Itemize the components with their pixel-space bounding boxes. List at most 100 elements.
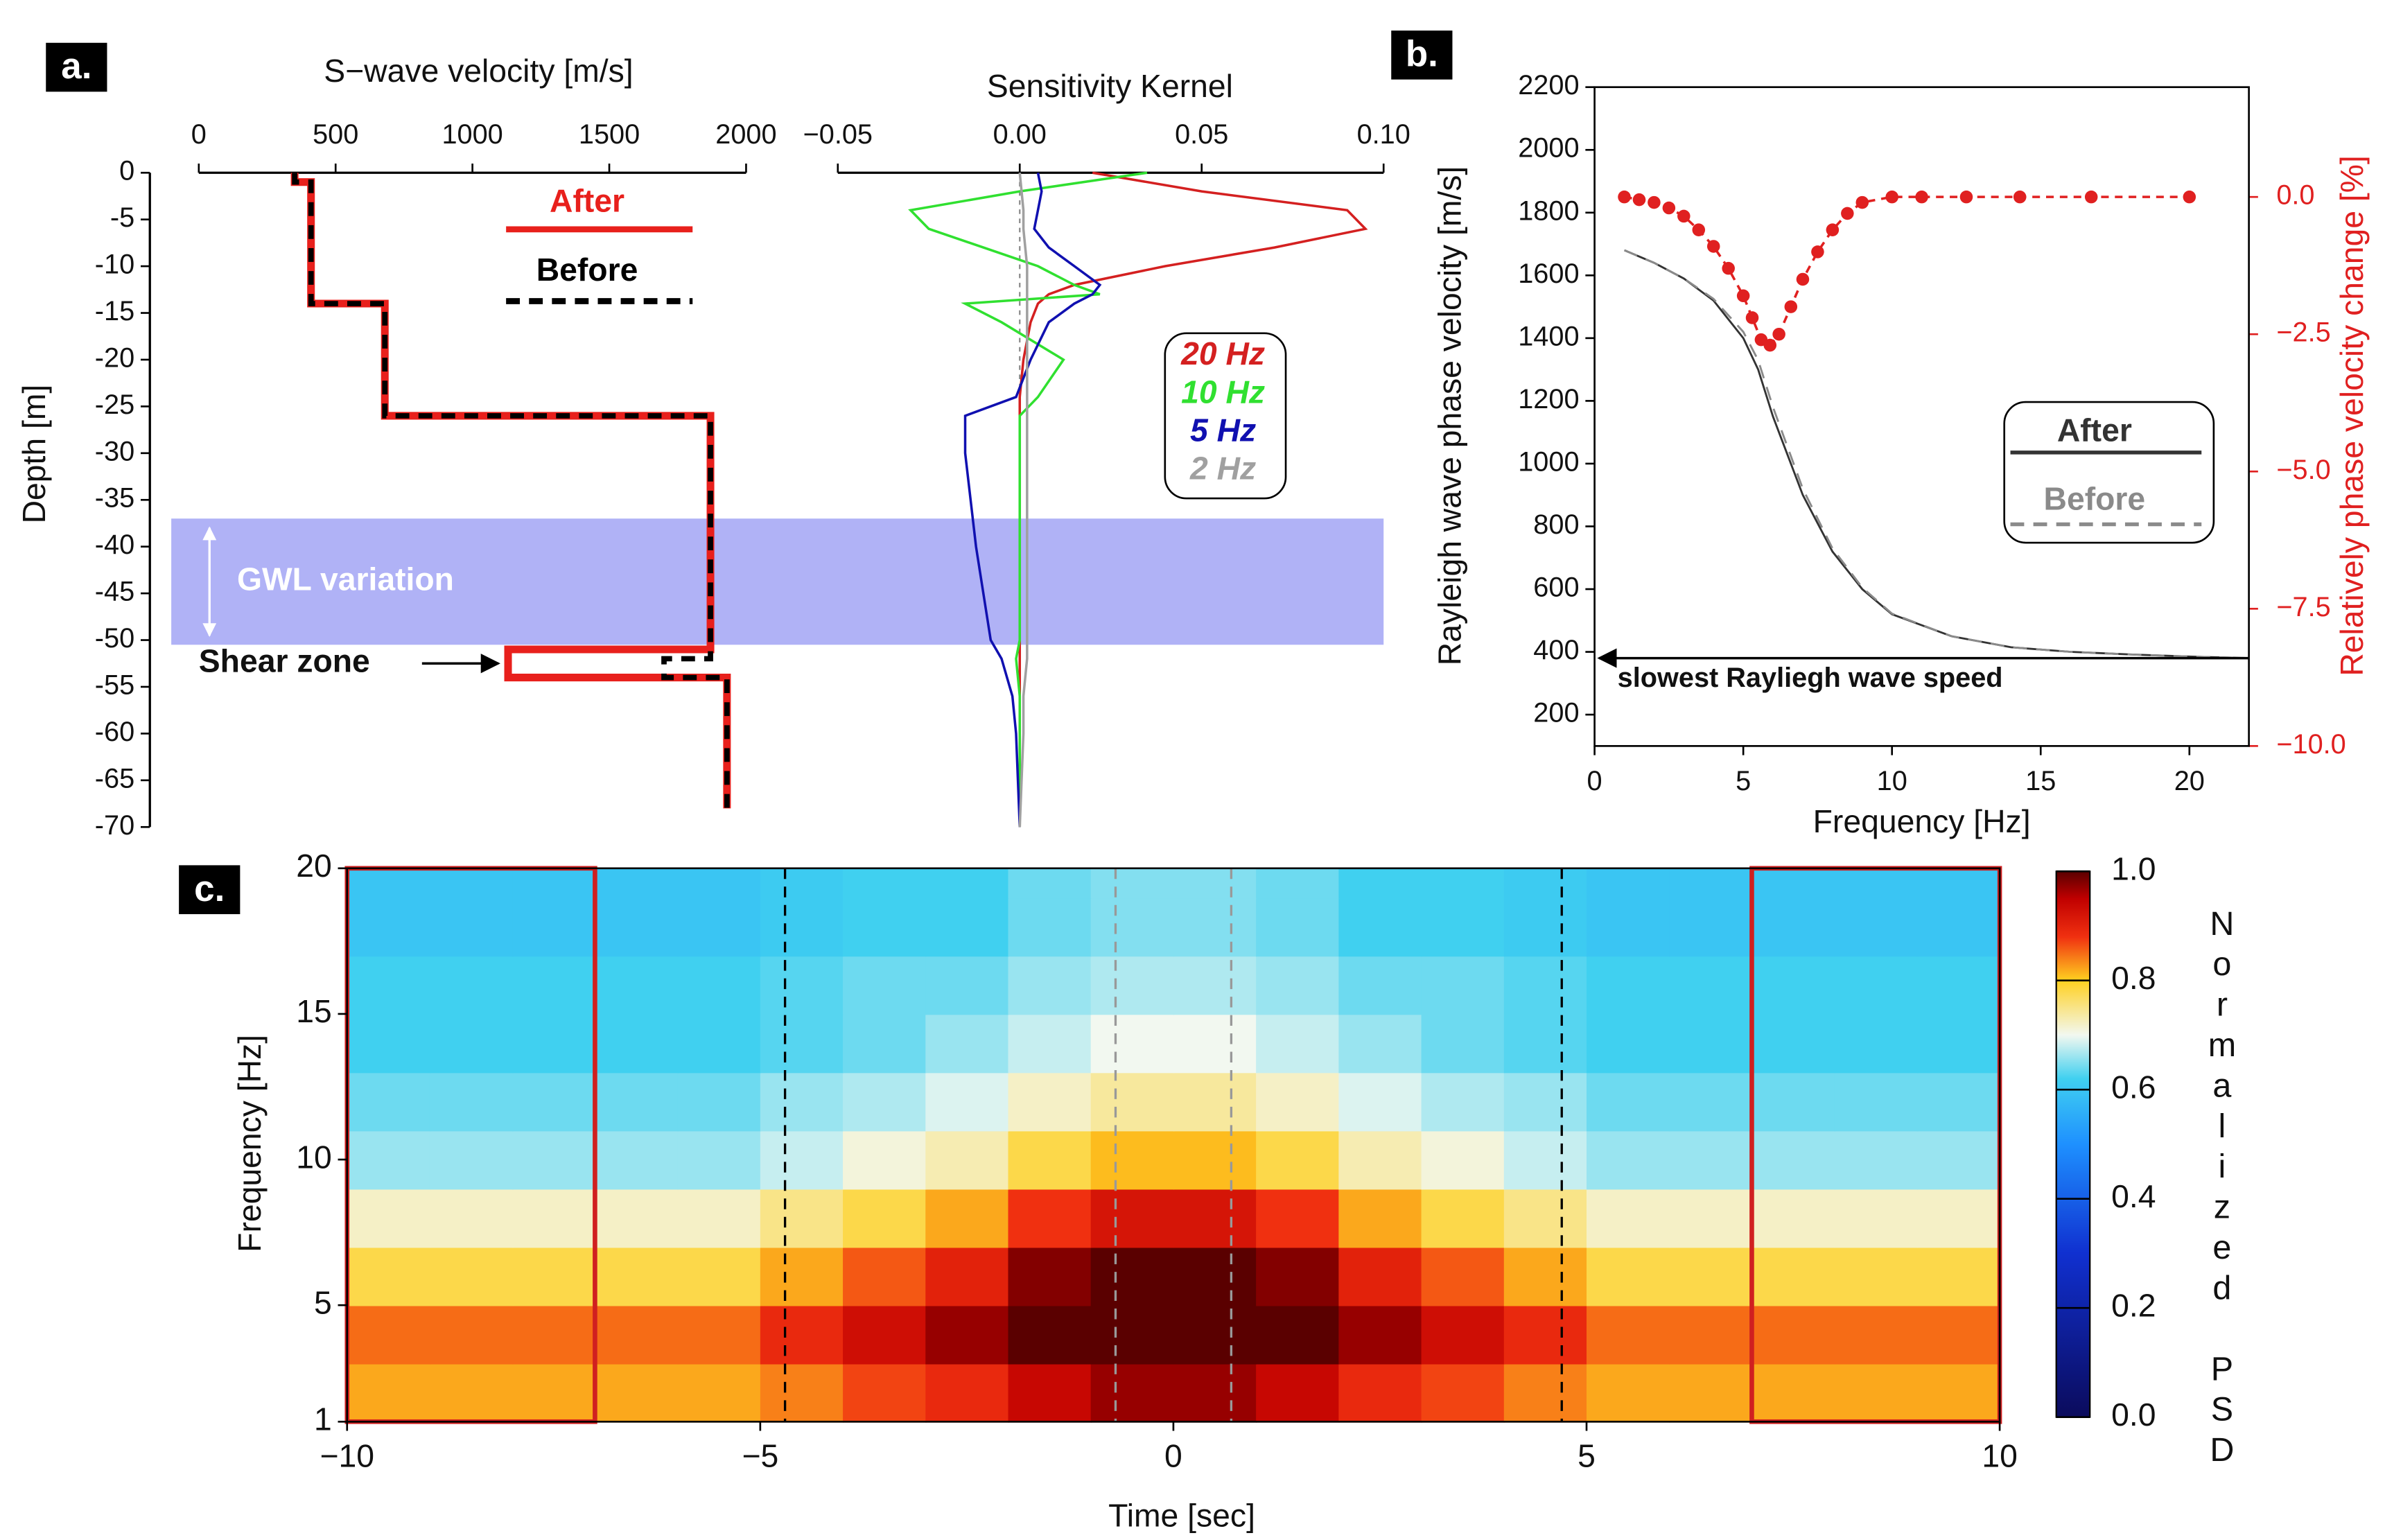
heatmap-cell xyxy=(1421,1189,1505,1248)
series-marker xyxy=(2183,190,2196,204)
y-tick-label: -20 xyxy=(95,342,134,373)
heatmap-cell xyxy=(1503,1013,1588,1074)
heatmap-cell xyxy=(760,1071,844,1132)
heatmap-cell xyxy=(1916,868,2001,899)
heatmap-cell xyxy=(1916,955,2001,1015)
x-tick-label: 1000 xyxy=(442,119,503,150)
heatmap-cell xyxy=(1503,897,1588,957)
heatmap-cell xyxy=(512,1363,596,1423)
heatmap-cell xyxy=(1669,897,1753,957)
panel-label-box xyxy=(46,42,107,92)
heatmap-cell xyxy=(843,1013,927,1074)
series-line xyxy=(1018,173,1029,828)
heatmap-cell xyxy=(1669,1247,1753,1306)
legend-label: Before xyxy=(536,252,638,288)
colorbar-tick-label: 0.6 xyxy=(2111,1069,2156,1105)
series-line xyxy=(963,172,1102,828)
x-tick-label: 0.10 xyxy=(1357,119,1410,150)
heatmap-cell xyxy=(1834,955,1919,1015)
x-tick-label: −10 xyxy=(320,1437,374,1473)
heatmap-cell xyxy=(1503,868,1588,899)
x-axis-label: Time [sec] xyxy=(1108,1497,1255,1533)
heatmap-cell xyxy=(1090,1071,1175,1132)
series-marker xyxy=(1662,201,1676,215)
heatmap-cell xyxy=(843,1247,927,1306)
heatmap-cell xyxy=(595,1189,679,1248)
heatmap-cell xyxy=(843,1071,927,1132)
x-tick-label: 0.05 xyxy=(1175,119,1228,150)
series-marker xyxy=(1618,190,1631,204)
heatmap-cell xyxy=(1090,868,1175,899)
heatmap-cell xyxy=(1338,868,1422,899)
colorbar-tick-label: 0.8 xyxy=(2111,960,2156,996)
y-tick-label: 1600 xyxy=(1518,259,1579,289)
heatmap-cell xyxy=(347,955,431,1015)
heatmap-cell xyxy=(512,1247,596,1306)
y-tick-label: 1 xyxy=(314,1401,332,1437)
heatmap-cell xyxy=(1916,1363,2001,1423)
gwl-band xyxy=(171,518,1384,645)
heatmap-cell xyxy=(429,1013,514,1074)
colorbar-label: Normalized PSD xyxy=(2203,905,2241,1472)
y-tick-label: -65 xyxy=(95,763,134,794)
series-marker xyxy=(1915,190,1928,204)
heatmap-cell xyxy=(1008,1189,1092,1248)
heatmap-cell xyxy=(1503,955,1588,1015)
heatmap-cell xyxy=(1338,897,1422,957)
x-tick-label: 5 xyxy=(1736,766,1751,796)
heatmap-cell xyxy=(1587,1363,1670,1423)
colorbar-tick-label: 0.0 xyxy=(2111,1397,2156,1433)
x-tick-label: −5 xyxy=(742,1437,778,1473)
heatmap-cell xyxy=(1338,1071,1422,1132)
x-tick-label: 5 xyxy=(1578,1437,1596,1473)
heatmap-cell xyxy=(1338,1013,1422,1074)
heatmap-cell xyxy=(1173,1363,1257,1423)
heatmap-cell xyxy=(347,1305,431,1365)
heatmap-cell xyxy=(677,868,762,899)
heatmap-cell xyxy=(1587,1013,1670,1074)
y-tick-label: 0 xyxy=(119,156,134,186)
heatmap-cell xyxy=(1008,1363,1092,1423)
heatmap-cell xyxy=(1587,897,1670,957)
heatmap-cell xyxy=(677,1305,762,1365)
heatmap-cell xyxy=(1587,955,1670,1015)
x-tick-label: 0 xyxy=(1164,1437,1182,1473)
y-tick-label: -10 xyxy=(95,250,134,280)
heatmap-cell xyxy=(1090,897,1175,957)
axis-title: Sensitivity Kernel xyxy=(987,68,1233,104)
heatmap-cell xyxy=(1173,1305,1257,1365)
x-tick-label: 20 xyxy=(2174,766,2205,796)
heatmap-cell xyxy=(760,1363,844,1423)
heatmap-cell xyxy=(595,1013,679,1074)
shear-zone-label: Shear zone xyxy=(199,642,370,679)
heatmap-cell xyxy=(1256,955,1340,1015)
speed-label: slowest Rayliegh wave speed xyxy=(1618,663,2003,693)
y-tick-label: 600 xyxy=(1533,572,1579,603)
heatmap-cell xyxy=(1008,868,1092,899)
heatmap-cell xyxy=(347,1363,431,1423)
heatmap-cell xyxy=(1008,1130,1092,1190)
heatmap-cell xyxy=(1834,1130,1919,1190)
legend-label: 2 Hz xyxy=(1189,450,1256,487)
heatmap-cell xyxy=(512,955,596,1015)
heatmap-cell xyxy=(1751,1013,1835,1074)
heatmap-cell xyxy=(1090,955,1175,1015)
heatmap-cell xyxy=(1503,1363,1588,1423)
heatmap-cell xyxy=(429,955,514,1015)
heatmap-cell xyxy=(1834,868,1919,899)
heatmap-cell xyxy=(925,868,1009,899)
y-tick-label: 10 xyxy=(296,1139,332,1175)
heatmap-cell xyxy=(512,1130,596,1190)
series-line xyxy=(908,171,1148,828)
series-line xyxy=(292,173,730,809)
heatmap-cell xyxy=(429,868,514,899)
y-tick-label: 2000 xyxy=(1518,133,1579,164)
heatmap-cell xyxy=(347,897,431,957)
heatmap-cell xyxy=(925,1013,1009,1074)
heatmap-cell xyxy=(1256,868,1340,899)
heatmap-cell xyxy=(1916,1013,2001,1074)
y-tick-label: -50 xyxy=(95,623,134,654)
legend-box xyxy=(2003,401,2215,544)
heatmap-cell xyxy=(1256,1130,1340,1190)
heatmap-cell xyxy=(1587,1130,1670,1190)
